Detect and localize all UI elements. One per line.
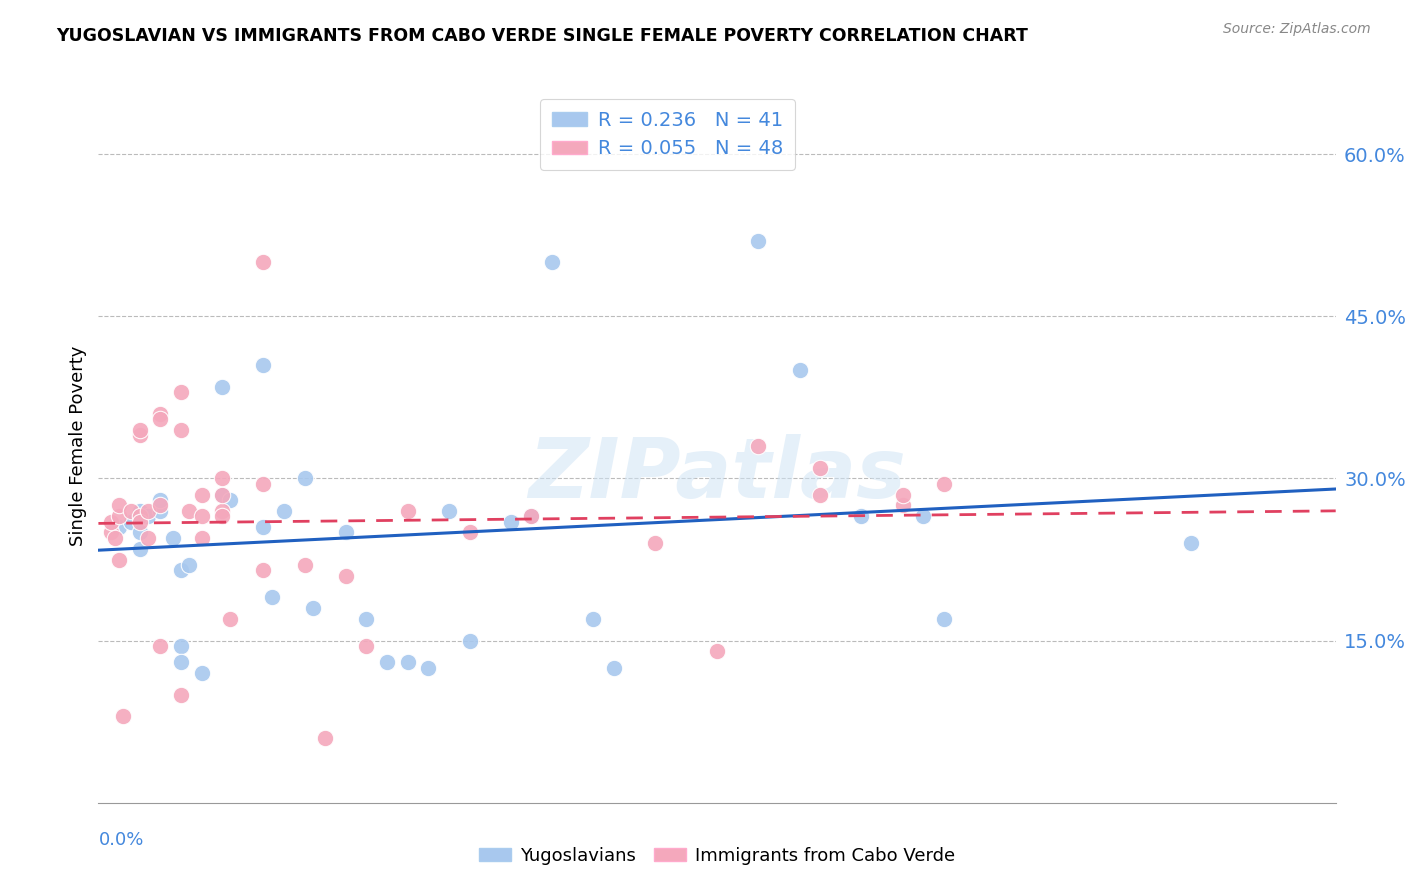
Point xyxy=(179,504,201,518)
Point xyxy=(149,412,172,426)
Point xyxy=(252,358,274,372)
Point xyxy=(149,493,172,508)
Point xyxy=(603,660,626,674)
Point xyxy=(128,504,150,518)
Y-axis label: Single Female Poverty: Single Female Poverty xyxy=(69,346,87,546)
Point xyxy=(211,488,233,502)
Point xyxy=(396,655,419,669)
Point xyxy=(747,234,769,248)
Point xyxy=(356,639,378,653)
Point xyxy=(458,633,481,648)
Point xyxy=(108,499,131,513)
Point xyxy=(932,476,955,491)
Point xyxy=(108,509,131,524)
Point xyxy=(458,525,481,540)
Point xyxy=(149,639,172,653)
Point xyxy=(789,363,811,377)
Point xyxy=(294,558,316,572)
Point xyxy=(211,504,233,518)
Point xyxy=(136,509,159,524)
Point xyxy=(170,688,193,702)
Point xyxy=(120,504,142,518)
Point xyxy=(260,591,283,605)
Point xyxy=(211,471,233,485)
Point xyxy=(128,423,150,437)
Point xyxy=(128,515,150,529)
Point xyxy=(219,493,242,508)
Point xyxy=(252,520,274,534)
Point xyxy=(128,428,150,442)
Point xyxy=(100,525,122,540)
Point xyxy=(190,666,212,681)
Point xyxy=(582,612,605,626)
Point xyxy=(170,563,193,577)
Point xyxy=(136,531,159,545)
Point xyxy=(396,504,419,518)
Point xyxy=(128,541,150,556)
Point xyxy=(190,509,212,524)
Point xyxy=(851,509,873,524)
Legend: Yugoslavians, Immigrants from Cabo Verde: Yugoslavians, Immigrants from Cabo Verde xyxy=(471,840,963,872)
Point xyxy=(335,525,357,540)
Point xyxy=(108,520,131,534)
Point xyxy=(104,531,127,545)
Text: Source: ZipAtlas.com: Source: ZipAtlas.com xyxy=(1223,22,1371,37)
Point xyxy=(120,515,142,529)
Point xyxy=(219,612,242,626)
Point xyxy=(1180,536,1202,550)
Text: YUGOSLAVIAN VS IMMIGRANTS FROM CABO VERDE SINGLE FEMALE POVERTY CORRELATION CHAR: YUGOSLAVIAN VS IMMIGRANTS FROM CABO VERD… xyxy=(56,27,1028,45)
Point xyxy=(891,488,914,502)
Point xyxy=(128,509,150,524)
Point xyxy=(170,384,193,399)
Point xyxy=(252,255,274,269)
Point xyxy=(162,531,184,545)
Point xyxy=(499,515,522,529)
Point xyxy=(541,255,564,269)
Point xyxy=(149,504,172,518)
Point xyxy=(520,509,543,524)
Point xyxy=(190,488,212,502)
Point xyxy=(211,488,233,502)
Point xyxy=(190,531,212,545)
Point xyxy=(302,601,325,615)
Point xyxy=(335,568,357,582)
Point xyxy=(706,644,728,658)
Point xyxy=(912,509,935,524)
Point xyxy=(252,563,274,577)
Point xyxy=(211,379,233,393)
Point xyxy=(644,536,666,550)
Point xyxy=(520,509,543,524)
Point xyxy=(437,504,460,518)
Point xyxy=(314,731,336,745)
Point xyxy=(294,471,316,485)
Point xyxy=(108,552,131,566)
Point xyxy=(170,639,193,653)
Point xyxy=(932,612,955,626)
Point xyxy=(808,488,831,502)
Point xyxy=(100,515,122,529)
Point xyxy=(149,499,172,513)
Point xyxy=(891,499,914,513)
Point xyxy=(149,407,172,421)
Point xyxy=(747,439,769,453)
Point xyxy=(211,509,233,524)
Text: ZIPatlas: ZIPatlas xyxy=(529,434,905,515)
Point xyxy=(808,460,831,475)
Point xyxy=(136,504,159,518)
Point xyxy=(375,655,398,669)
Point xyxy=(170,655,193,669)
Point xyxy=(170,423,193,437)
Point xyxy=(112,709,135,723)
Point xyxy=(128,525,150,540)
Point xyxy=(356,612,378,626)
Point xyxy=(179,558,201,572)
Point xyxy=(418,660,440,674)
Text: 0.0%: 0.0% xyxy=(98,831,143,849)
Point xyxy=(273,504,295,518)
Point xyxy=(252,476,274,491)
